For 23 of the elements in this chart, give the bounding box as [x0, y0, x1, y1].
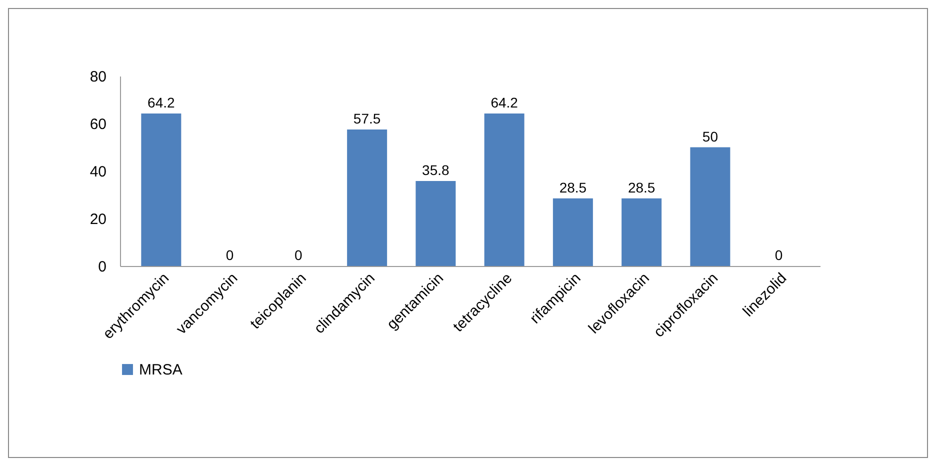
bar: [141, 114, 182, 266]
data-label: 57.5: [353, 110, 381, 126]
data-label: 0: [294, 247, 303, 263]
bar: [347, 129, 388, 266]
y-tick-label: 20: [90, 211, 106, 228]
data-label: 28.5: [559, 179, 587, 196]
y-tick-label: 0: [98, 258, 106, 276]
bar: [484, 114, 524, 266]
data-label: 0: [226, 247, 234, 263]
data-label: 50: [702, 128, 718, 144]
bar: [690, 147, 730, 266]
y-tick-label: 80: [90, 68, 106, 86]
data-label: 64.2: [148, 94, 176, 111]
bar: [552, 198, 593, 266]
data-label: 0: [774, 247, 783, 263]
y-tick-label: 60: [90, 116, 106, 133]
bar: [622, 198, 662, 266]
data-label: 35.8: [422, 162, 450, 178]
legend-label: MRSA: [139, 362, 182, 378]
data-label: 28.5: [628, 179, 656, 196]
bar: [416, 180, 456, 266]
y-tick-label: 40: [90, 164, 106, 180]
data-label: 64.2: [490, 94, 518, 111]
